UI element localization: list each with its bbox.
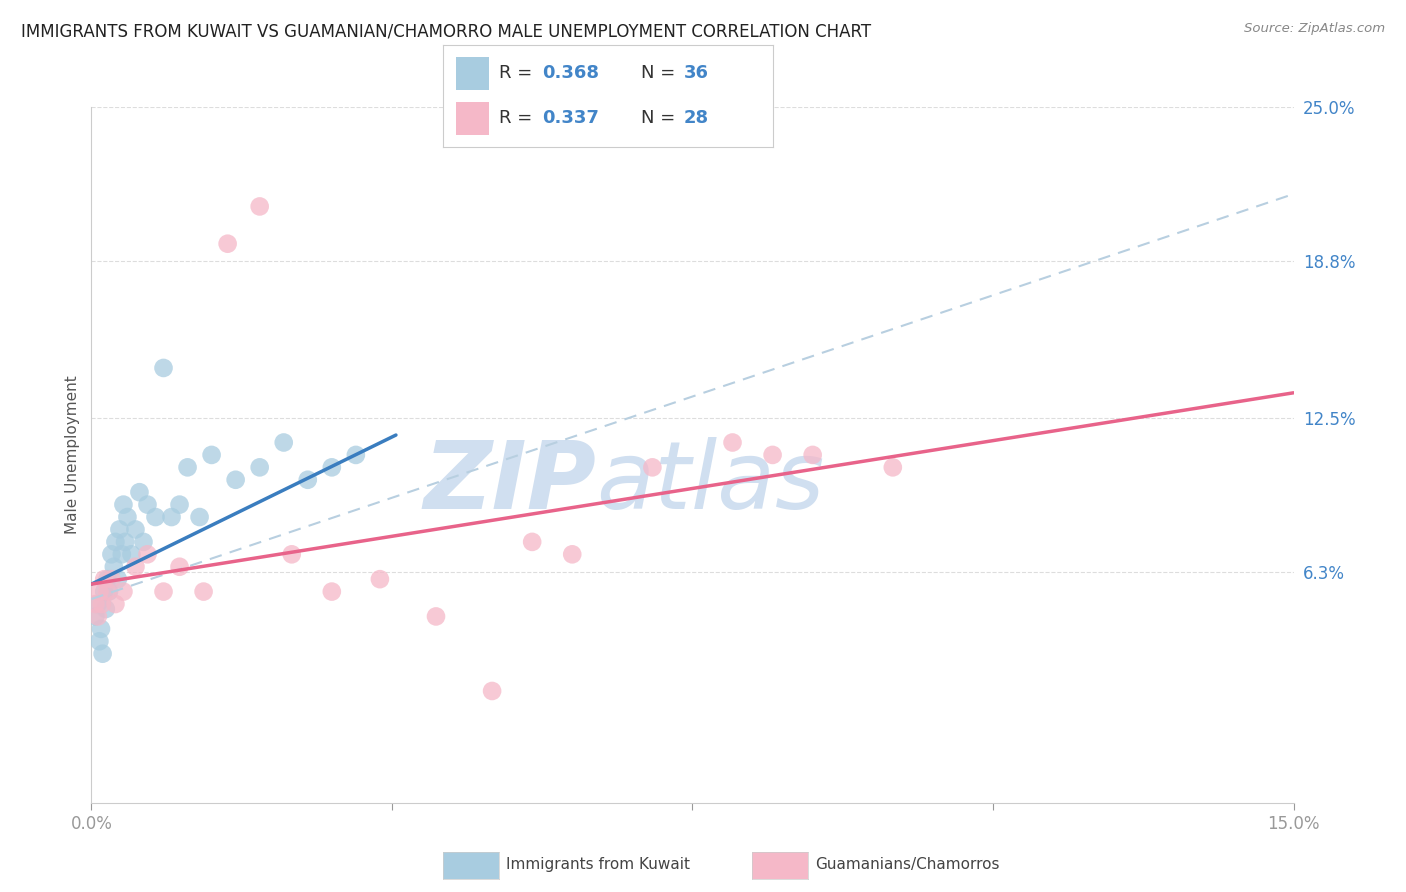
Text: Immigrants from Kuwait: Immigrants from Kuwait [506,857,690,871]
Point [321,584,343,599]
Text: ZIP: ZIP [423,437,596,529]
FancyBboxPatch shape [456,57,489,90]
Text: Guamanians/Chamorros: Guamanians/Chamorros [815,857,1000,871]
Point [145,510,167,524]
Point [176,460,198,475]
Point [201,448,224,462]
Point [104,597,127,611]
Point [93,584,115,599]
Point [114,534,136,549]
FancyBboxPatch shape [456,102,489,135]
Point [160,510,183,524]
Point [93,572,115,586]
Point [188,510,211,524]
Point [112,498,135,512]
Point [100,547,122,561]
Point [152,584,174,599]
Text: Source: ZipAtlas.com: Source: ZipAtlas.com [1244,22,1385,36]
Point [128,485,150,500]
Point [87,609,110,624]
Text: 0.337: 0.337 [543,110,599,128]
Point [641,460,664,475]
Point [132,534,155,549]
Point [112,584,135,599]
Point [225,473,247,487]
Text: 0.368: 0.368 [543,64,599,82]
Point [96,584,118,599]
Point [368,572,391,586]
Point [94,602,117,616]
Text: N =: N = [641,64,681,82]
Point [124,559,146,574]
Point [882,460,904,475]
Text: 28: 28 [685,110,709,128]
Point [425,609,447,624]
Point [249,460,271,475]
Point [89,584,111,599]
Point [103,559,125,574]
Text: R =: R = [499,110,538,128]
Point [98,584,121,599]
Point [217,236,239,251]
Point [561,547,583,561]
Point [121,547,143,561]
Point [90,622,112,636]
Point [281,547,304,561]
Point [91,647,114,661]
Point [104,534,127,549]
Point [96,572,118,586]
Point [124,523,146,537]
Text: IMMIGRANTS FROM KUWAIT VS GUAMANIAN/CHAMORRO MALE UNEMPLOYMENT CORRELATION CHART: IMMIGRANTS FROM KUWAIT VS GUAMANIAN/CHAM… [21,22,872,40]
Point [100,572,122,586]
Point [111,547,134,561]
Point [721,435,744,450]
Point [87,597,110,611]
Point [136,498,159,512]
Point [273,435,295,450]
Point [344,448,367,462]
Point [801,448,824,462]
Point [84,609,107,624]
Point [762,448,785,462]
Point [520,534,543,549]
Point [107,572,129,586]
Text: atlas: atlas [596,437,824,528]
Point [481,684,503,698]
Point [169,498,191,512]
Point [193,584,215,599]
Point [297,473,319,487]
Point [152,361,174,376]
Point [84,597,107,611]
Text: 36: 36 [685,64,709,82]
Point [117,510,139,524]
Text: N =: N = [641,110,681,128]
Point [169,559,191,574]
Text: R =: R = [499,64,538,82]
Point [321,460,343,475]
Y-axis label: Male Unemployment: Male Unemployment [65,376,80,534]
Point [249,199,271,213]
Point [136,547,159,561]
Point [108,523,131,537]
Point [89,634,111,648]
Point [90,597,112,611]
